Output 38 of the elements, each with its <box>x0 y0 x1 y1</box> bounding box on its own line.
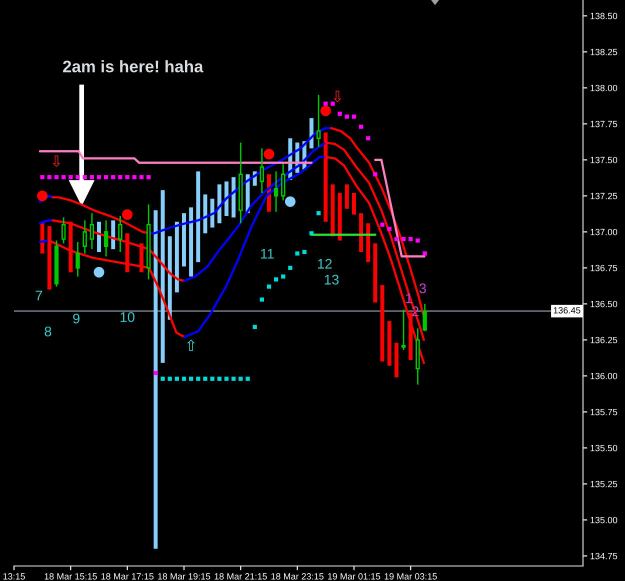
x-tick-label: 18 Mar 21:15 <box>214 573 267 580</box>
annotation: 11 <box>261 248 274 259</box>
x-tick-label: 18 Mar 23:15 <box>271 573 324 580</box>
y-tick-label: 137.50 <box>590 156 618 164</box>
annotation: ⇧ <box>187 340 195 352</box>
y-tick-label: 136.00 <box>590 372 618 380</box>
x-tick-label: 13:15 <box>3 573 25 580</box>
y-tick-label: 138.50 <box>590 12 618 20</box>
annotation: ⇩ <box>334 90 342 102</box>
annotation: 9 <box>73 314 80 324</box>
y-tick-label: 135.50 <box>590 444 618 452</box>
x-tick-label: 19 Mar 03:15 <box>384 573 437 580</box>
y-tick-label: 134.75 <box>590 552 618 560</box>
x-tick-label: 19 Mar 01:15 <box>328 573 380 580</box>
y-tick-label: 135.75 <box>590 408 618 416</box>
ref-line-label: 136.45 <box>554 307 580 314</box>
y-tick-label: 135.00 <box>590 516 618 524</box>
annotation: 7 <box>36 290 42 300</box>
annotation: 13 <box>324 274 339 285</box>
y-tick-label: 136.75 <box>590 264 618 272</box>
y-tick-label: 136.25 <box>590 336 618 344</box>
annotation: 2am is here! haha <box>63 60 204 72</box>
y-tick-label: 137.00 <box>590 228 618 236</box>
x-tick-label: 18 Mar 19:15 <box>158 573 210 580</box>
annotation: 12 <box>318 258 332 269</box>
y-tick-label: 135.25 <box>590 480 618 488</box>
annotation: 10 <box>120 312 134 322</box>
y-tick-label: 137.25 <box>590 192 618 200</box>
y-tick-label: 137.75 <box>590 120 618 128</box>
y-tick-label: 136.50 <box>590 300 618 308</box>
annotation: ⇩ <box>52 156 60 168</box>
x-tick-label: 18 Mar 15:15 <box>44 573 97 580</box>
annotation: 2 <box>412 306 419 316</box>
annotation: 3 <box>419 283 426 294</box>
y-tick-label: 138.00 <box>590 84 618 92</box>
x-tick-label: 18 Mar 17:15 <box>101 573 154 580</box>
y-tick-label: 138.25 <box>590 48 618 56</box>
annotation: 8 <box>44 326 52 336</box>
